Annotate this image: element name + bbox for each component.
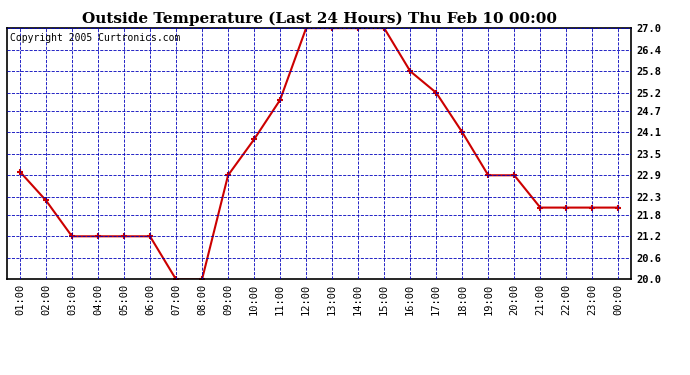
Text: Copyright 2005 Curtronics.com: Copyright 2005 Curtronics.com — [10, 33, 180, 43]
Title: Outside Temperature (Last 24 Hours) Thu Feb 10 00:00: Outside Temperature (Last 24 Hours) Thu … — [81, 11, 557, 26]
